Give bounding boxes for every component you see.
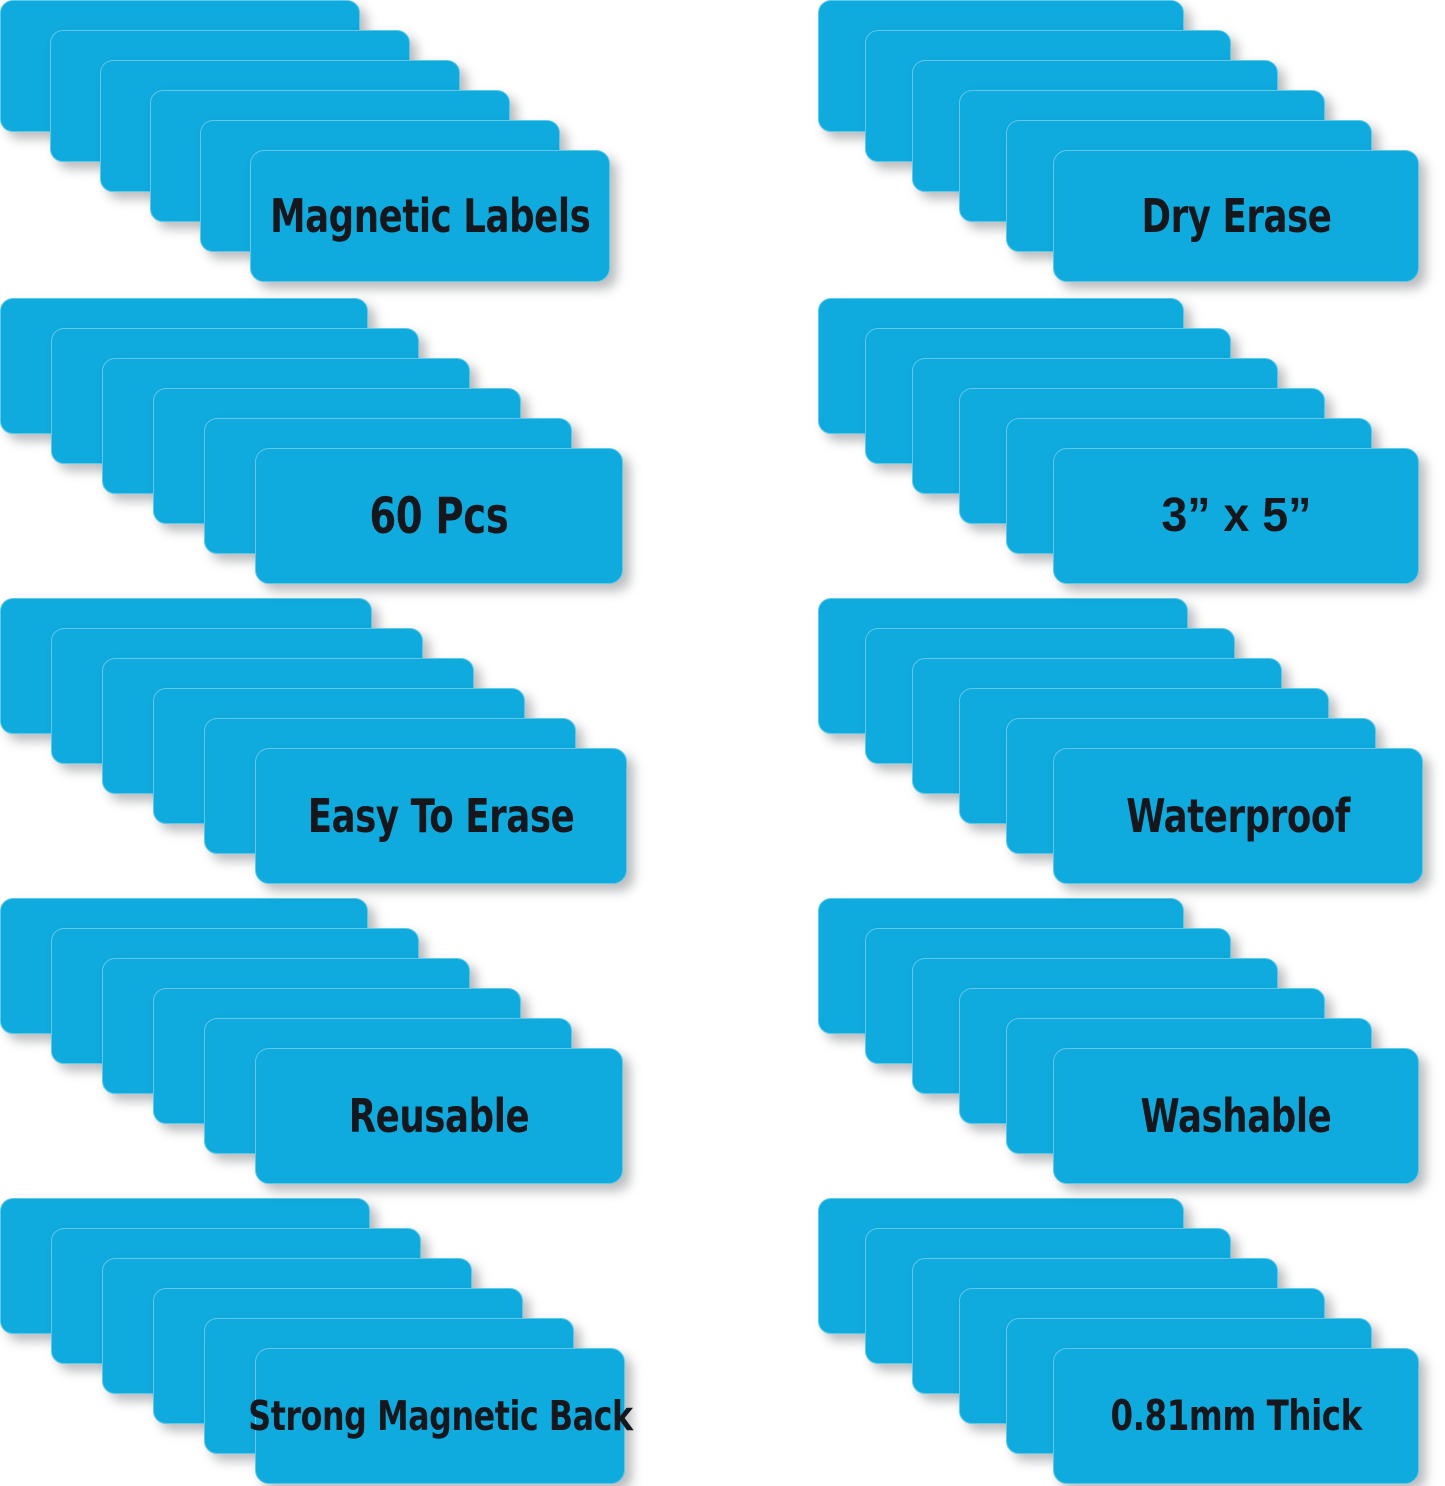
label-text-dry-erase: Dry Erase	[1140, 189, 1332, 243]
label-stack-dry-erase: Dry Erase	[818, 0, 1419, 282]
label-stack-thickness: 0.81mm Thick	[818, 1198, 1419, 1484]
label-card-front-washable: Washable	[1053, 1048, 1419, 1184]
label-text-60-pcs: 60 Pcs	[369, 487, 509, 545]
label-stack-size-3-by-5: 3” x 5”	[818, 298, 1419, 584]
label-stack-washable: Washable	[818, 898, 1419, 1184]
label-text-washable: Washable	[1140, 1089, 1332, 1143]
label-stack-waterproof: Waterproof	[818, 598, 1423, 884]
label-text-size-3-by-5: 3” x 5”	[1160, 489, 1312, 542]
label-card-front-dry-erase: Dry Erase	[1053, 150, 1419, 282]
label-card-front-magnetic-labels: Magnetic Labels	[250, 150, 610, 282]
label-stack-strong-magnetic-back: Strong Magnetic Back	[0, 1198, 633, 1484]
label-text-reusable: Reusable	[348, 1089, 530, 1143]
label-card-front-easy-to-erase: Easy To Erase	[255, 748, 627, 884]
label-stack-reusable: Reusable	[0, 898, 623, 1184]
label-text-magnetic-labels: Magnetic Labels	[269, 189, 591, 243]
label-text-waterproof: Waterproof	[1126, 789, 1350, 843]
label-stack-60-pcs: 60 Pcs	[0, 298, 623, 584]
label-card-front-60-pcs: 60 Pcs	[255, 448, 623, 584]
label-card-front-size-3-by-5: 3” x 5”	[1053, 448, 1419, 584]
label-text-thickness: 0.81mm Thick	[1110, 1391, 1362, 1440]
label-card-front-thickness: 0.81mm Thick	[1053, 1348, 1419, 1484]
label-card-front-strong-magnetic-back: Strong Magnetic Back	[248, 1348, 633, 1484]
label-card-front-waterproof: Waterproof	[1053, 748, 1423, 884]
label-card-front-reusable: Reusable	[255, 1048, 623, 1184]
label-stack-magnetic-labels: Magnetic Labels	[0, 0, 610, 282]
label-text-strong-magnetic-back: Strong Magnetic Back	[247, 1391, 633, 1440]
label-text-easy-to-erase: Easy To Erase	[307, 789, 575, 843]
label-stack-easy-to-erase: Easy To Erase	[0, 598, 627, 884]
